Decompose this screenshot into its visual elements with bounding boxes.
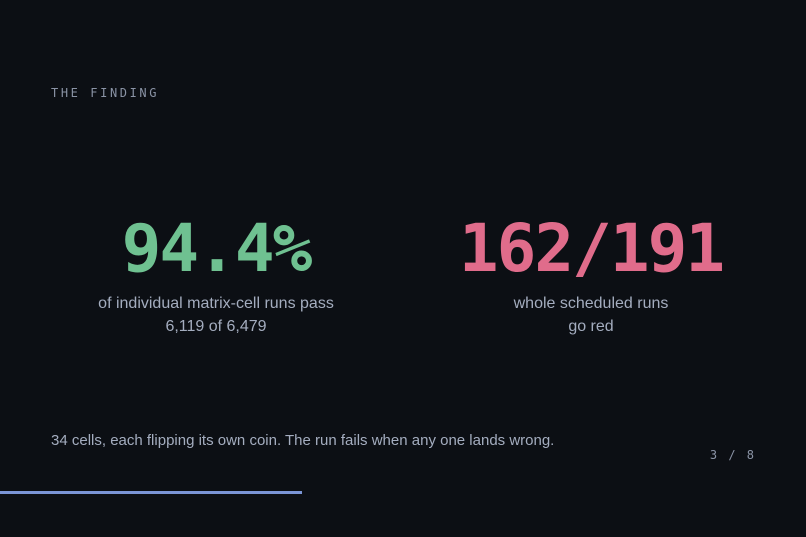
pass-rate-caption-line1: of individual matrix-cell runs pass bbox=[98, 295, 334, 312]
failed-runs-caption-line1: whole scheduled runs bbox=[513, 295, 669, 312]
pass-rate-stat: 94.4% of individual matrix-cell runs pas… bbox=[36, 212, 396, 338]
pass-rate-value: 94.4% bbox=[121, 210, 313, 287]
progress-bar bbox=[0, 491, 806, 494]
progress-bar-fill bbox=[0, 491, 303, 494]
pass-rate-caption: of individual matrix-cell runs pass 6,11… bbox=[36, 292, 396, 338]
section-eyebrow: THE FINDING bbox=[51, 86, 160, 100]
pass-rate-caption-line2: 6,119 of 6,479 bbox=[165, 318, 267, 335]
failed-runs-caption: whole scheduled runs go red bbox=[411, 292, 771, 338]
failed-runs-value: 162/191 bbox=[458, 210, 725, 287]
failed-runs-caption-line2: go red bbox=[568, 318, 614, 335]
footer-note: 34 cells, each flipping its own coin. Th… bbox=[51, 432, 555, 449]
page-indicator: 3 / 8 bbox=[709, 448, 756, 462]
failed-runs-stat: 162/191 whole scheduled runs go red bbox=[411, 212, 771, 338]
